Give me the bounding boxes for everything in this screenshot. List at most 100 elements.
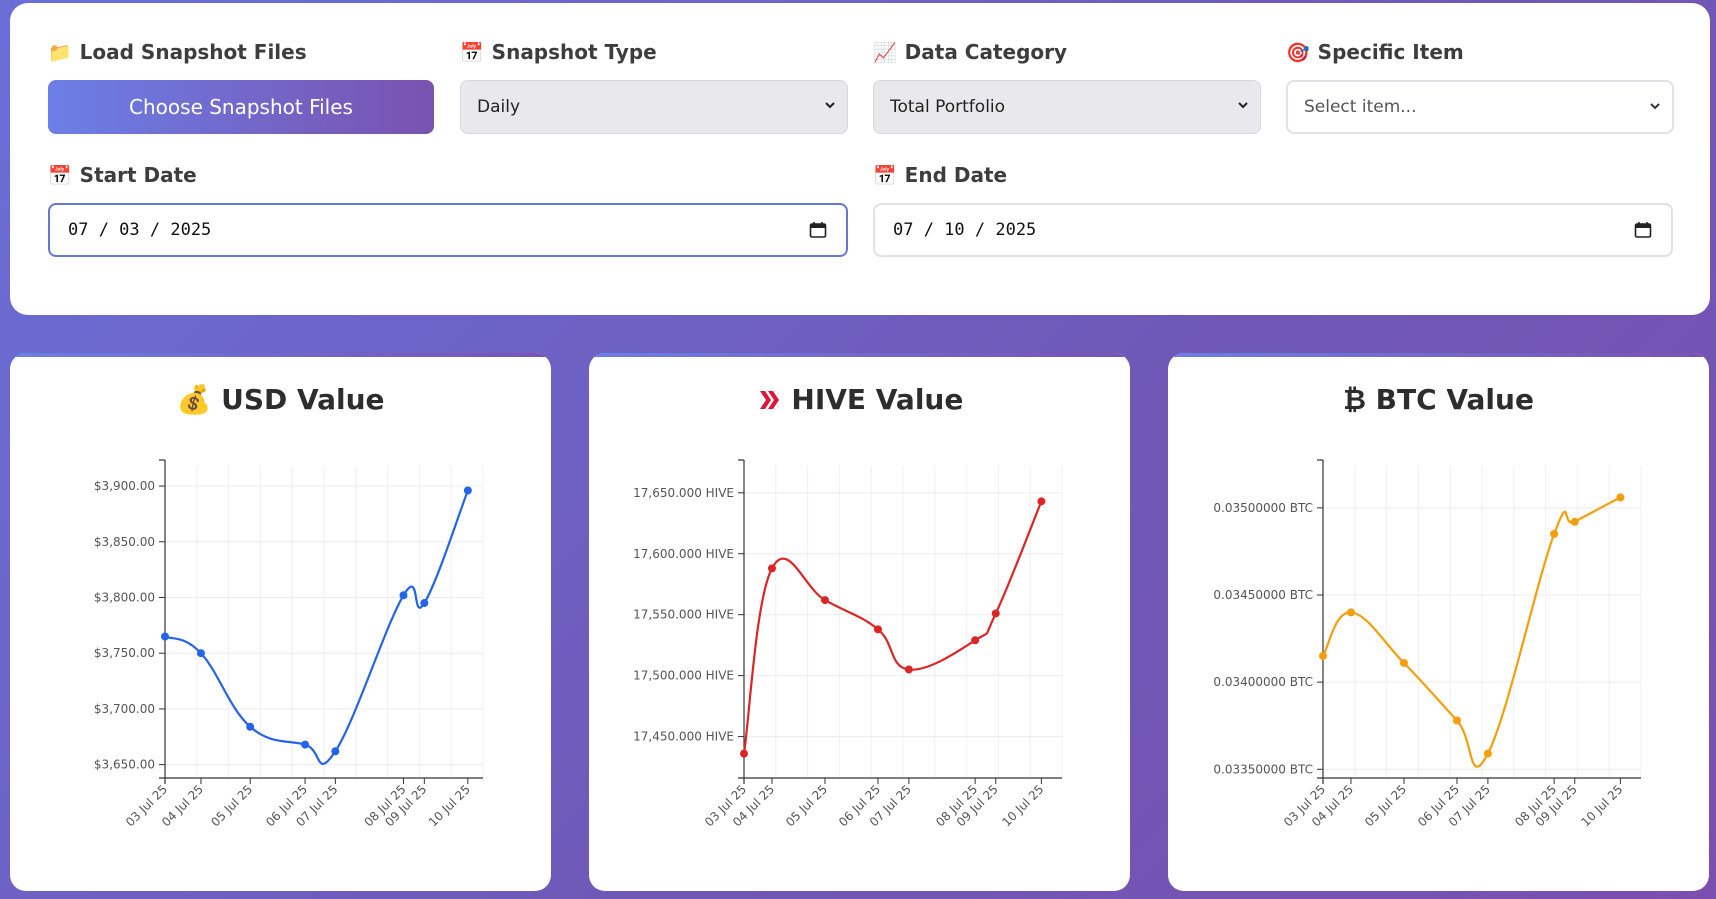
- data-point: [767, 564, 776, 573]
- start-date-label: 📅 Start Date: [48, 163, 197, 187]
- snapshot-type-field: 📅 Snapshot Type Daily: [460, 38, 848, 138]
- card-title: ₿ BTC Value: [1343, 383, 1534, 416]
- snapshot-type-value: Daily: [477, 97, 521, 117]
- specific-item-label: 🎯 Specific Item: [1286, 40, 1464, 64]
- start-date-value: 07 / 03 / 2025: [68, 220, 212, 240]
- chart-grid: [164, 466, 484, 778]
- end-date-label: 📅 End Date: [873, 163, 1008, 187]
- y-tick-label: $3,900.00: [94, 479, 155, 493]
- data-point: [161, 632, 169, 641]
- data-point: [331, 747, 340, 756]
- y-tick-label: 0.03500000 BTC: [1213, 501, 1313, 515]
- data-point: [1483, 749, 1492, 758]
- usd-value-card: 💰 USD Value $3,650.00 $3,700.00 $3,750.00 $…: [10, 353, 551, 891]
- data-point: [196, 649, 205, 658]
- calendar-picker-icon[interactable]: [1633, 220, 1653, 240]
- y-tick-label: 17,650.000 HIVE: [633, 486, 734, 500]
- x-tick-label: 05 Jul 25: [208, 782, 255, 829]
- end-date-field: 📅 End Date 07 / 10 / 2025: [873, 161, 1673, 261]
- data-point: [1550, 529, 1559, 538]
- chevron-down-icon: [1650, 103, 1660, 110]
- card-accent-line: [1168, 353, 1709, 357]
- card-accent-line: [589, 353, 1130, 357]
- data-point: [420, 599, 429, 608]
- data-point: [463, 486, 472, 495]
- x-tick-label: 05 Jul 25: [783, 782, 830, 829]
- x-tick-label: 10 Jul 25: [1578, 782, 1625, 829]
- data-category-select[interactable]: Total Portfolio: [873, 80, 1261, 134]
- chevron-down-icon: [825, 102, 835, 109]
- y-tick-label: 0.03350000 BTC: [1213, 762, 1313, 776]
- target-icon: 🎯: [1286, 41, 1310, 64]
- card-title: 💰 USD Value: [176, 383, 385, 416]
- data-point: [1037, 497, 1046, 506]
- data-point: [971, 636, 980, 645]
- calendar-icon: 📅: [460, 41, 484, 64]
- data-point: [904, 665, 913, 674]
- btc-value-chart: 0.03350000 BTC 0.03400000 BTC 0.03450000 B…: [1213, 459, 1642, 829]
- chart-grid: [1322, 466, 1642, 778]
- x-tick-label: 10 Jul 25: [426, 782, 473, 829]
- data-category-label: 📈 Data Category: [873, 40, 1068, 64]
- btc-value-card: ₿ BTC Value 0.03350000 BTC 0.03400000 BTC…: [1168, 353, 1709, 891]
- x-tick-label: 10 Jul 25: [999, 782, 1046, 829]
- card-title: HIVE Value: [589, 383, 1130, 416]
- y-tick-label: $3,850.00: [94, 535, 155, 549]
- data-point: [873, 625, 882, 634]
- series-line: [742, 500, 1043, 754]
- y-tick-label: 0.03450000 BTC: [1213, 588, 1313, 602]
- snapshot-type-label: 📅 Snapshot Type: [460, 40, 657, 64]
- specific-item-placeholder: Select item...: [1304, 97, 1417, 117]
- y-tick-label: 17,600.000 HIVE: [633, 547, 734, 561]
- y-tick-label: 17,500.000 HIVE: [633, 669, 734, 683]
- data-point: [301, 740, 310, 749]
- data-point: [246, 722, 255, 731]
- end-date-value: 07 / 10 / 2025: [893, 220, 1037, 240]
- load-snapshot-field: 📁 Load Snapshot Files Choose Snapshot Fi…: [48, 38, 434, 138]
- series-line: [164, 490, 469, 766]
- data-point: [820, 596, 829, 605]
- usd-value-chart: $3,650.00 $3,700.00 $3,750.00 $3,800.00 $3,8…: [94, 459, 484, 829]
- y-tick-label: 17,550.000 HIVE: [633, 608, 734, 622]
- y-tick-label: 17,450.000 HIVE: [633, 730, 734, 744]
- controls-panel: 📁 Load Snapshot Files Choose Snapshot Fi…: [10, 3, 1710, 315]
- start-date-input[interactable]: 07 / 03 / 2025: [48, 203, 848, 257]
- data-point: [1346, 608, 1355, 617]
- hive-value-chart: 17,450.000 HIVE 17,500.000 HIVE 17,550.000…: [633, 459, 1063, 829]
- choose-snapshot-files-button[interactable]: Choose Snapshot Files: [48, 80, 434, 134]
- hive-value-card: HIVE Value 17,450.000 HIVE 17,500.000 HIV…: [589, 353, 1130, 891]
- data-point: [1616, 493, 1625, 502]
- specific-item-field: 🎯 Specific Item Select item...: [1286, 38, 1674, 138]
- y-tick-label: 0.03400000 BTC: [1213, 675, 1313, 689]
- bitcoin-icon: ₿: [1343, 383, 1366, 416]
- data-point: [1570, 517, 1579, 526]
- specific-item-select[interactable]: Select item...: [1286, 80, 1674, 134]
- data-point: [740, 749, 748, 758]
- y-tick-label: $3,800.00: [94, 590, 155, 604]
- calendar-picker-icon[interactable]: [808, 220, 828, 240]
- start-date-field: 📅 Start Date 07 / 03 / 2025: [48, 161, 848, 261]
- x-tick-label: 05 Jul 25: [1362, 782, 1409, 829]
- data-point: [1399, 658, 1408, 667]
- calendar-icon: 📅: [873, 164, 897, 187]
- chevron-down-icon: [1238, 102, 1248, 109]
- data-point: [991, 609, 1000, 618]
- hive-logo-icon: [759, 391, 779, 409]
- money-bag-icon: 💰: [176, 383, 212, 416]
- snapshot-type-select[interactable]: Daily: [460, 80, 848, 134]
- card-accent-line: [10, 353, 551, 357]
- calendar-icon: 📅: [48, 164, 72, 187]
- y-tick-label: $3,650.00: [94, 758, 155, 772]
- y-tick-label: $3,750.00: [94, 646, 155, 660]
- data-point: [399, 591, 408, 600]
- data-point: [1452, 716, 1461, 725]
- data-category-value: Total Portfolio: [890, 97, 1006, 117]
- end-date-input[interactable]: 07 / 10 / 2025: [873, 203, 1673, 257]
- data-category-field: 📈 Data Category Total Portfolio: [873, 38, 1261, 138]
- y-tick-label: $3,700.00: [94, 702, 155, 716]
- chart-increasing-icon: 📈: [873, 41, 897, 64]
- series-line: [1322, 496, 1621, 768]
- data-point: [1319, 651, 1327, 660]
- chart-grid: [743, 466, 1063, 778]
- load-snapshot-label: 📁 Load Snapshot Files: [48, 40, 307, 64]
